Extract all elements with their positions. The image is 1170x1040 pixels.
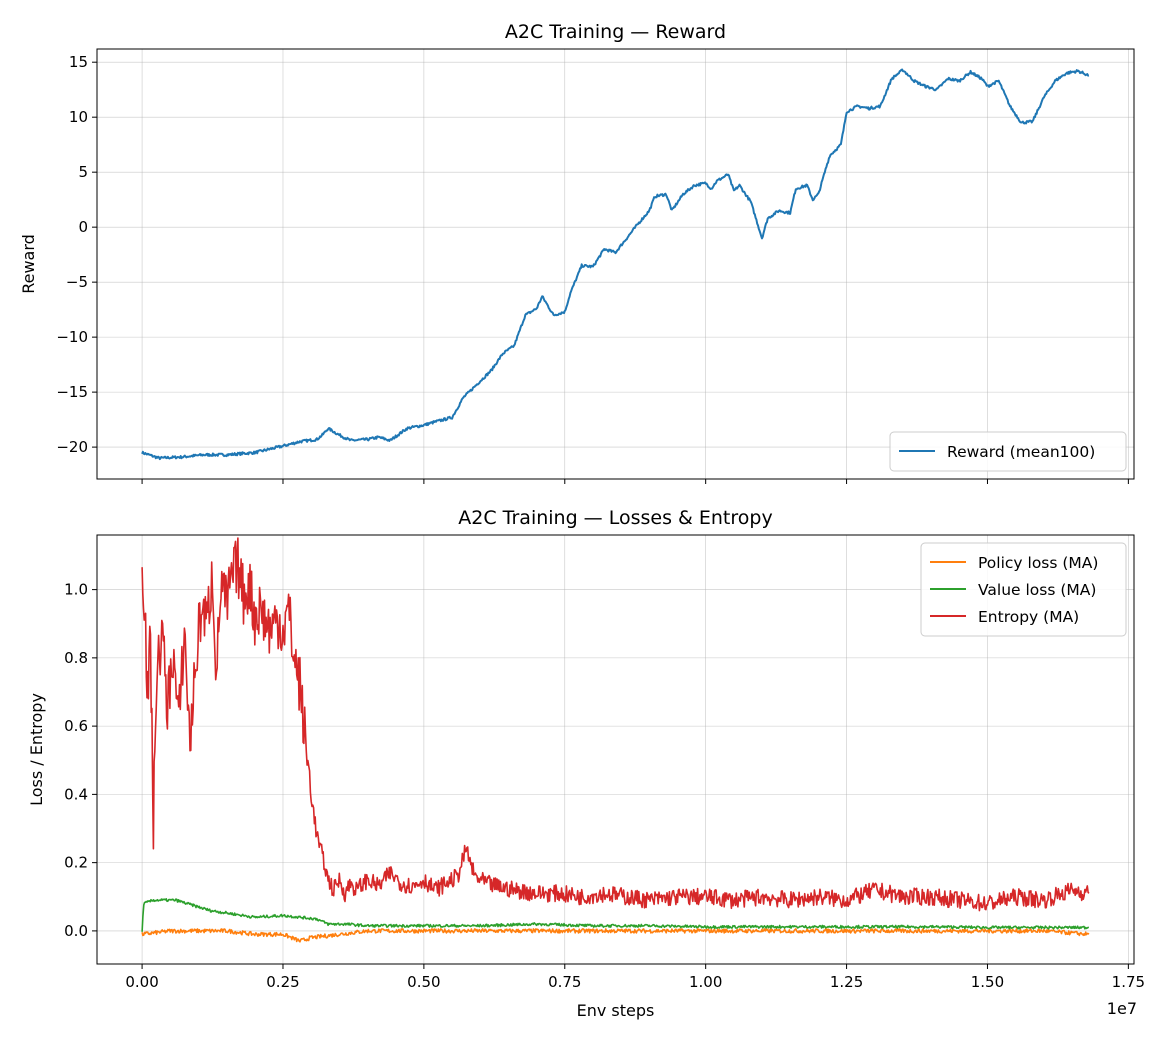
losses-chart-plot-area — [141, 537, 1090, 943]
y-tick-label: −5 — [66, 273, 88, 291]
y-tick-label: 0.8 — [64, 649, 88, 667]
x-tick-label: 1.50 — [971, 973, 1004, 991]
losses-chart-ticks: 0.00 0.25 0.50 0.75 1.00 1.25 1.50 1.75 0.0 0.2 0.… — [64, 581, 1145, 991]
reward-chart-title: A2C Training — Reward — [505, 21, 726, 43]
y-tick-label: 0.6 — [64, 717, 88, 735]
x-tick-label: 0.00 — [125, 973, 158, 991]
y-tick-label: −20 — [56, 438, 88, 456]
losses-chart-title: A2C Training — Losses & Entropy — [458, 507, 772, 529]
x-tick-label: 0.25 — [266, 973, 299, 991]
reward-chart-frame — [96, 48, 1135, 480]
series-line-2 — [141, 537, 1090, 912]
x-axis-offset-label: 1e7 — [1107, 999, 1137, 1018]
losses-chart-y-axis-label: Loss / Entropy — [27, 693, 46, 806]
legend-label-1: Value loss (MA) — [978, 581, 1096, 599]
reward-chart-plot-area — [141, 68, 1090, 461]
legend-label-0: Reward (mean100) — [947, 443, 1095, 461]
legend-box — [920, 542, 1127, 637]
reward-chart-legend: Reward (mean100) — [889, 431, 1127, 472]
reward-chart-ticks: −20 −15 −10 −5 0 5 10 15 — [56, 53, 1129, 484]
y-tick-label: 10 — [69, 108, 88, 126]
losses-chart: 0.00 0.25 0.50 0.75 1.00 1.25 1.50 1.75 0.0 0.2 0.… — [27, 507, 1145, 1020]
x-tick-label: 0.75 — [548, 973, 581, 991]
x-tick-label: 1.25 — [830, 973, 863, 991]
x-tick-label: 1.75 — [1112, 973, 1145, 991]
y-tick-label: 0.2 — [64, 854, 88, 872]
y-tick-label: −15 — [56, 383, 88, 401]
legend-label-2: Entropy (MA) — [978, 608, 1079, 626]
y-tick-label: 0 — [78, 218, 88, 236]
legend-box — [889, 431, 1127, 472]
y-tick-label: 0.4 — [64, 785, 88, 803]
series-line-1 — [141, 897, 1089, 932]
y-tick-label: 5 — [78, 163, 88, 181]
series-line-0 — [141, 68, 1090, 461]
x-tick-label: 0.50 — [407, 973, 440, 991]
y-tick-label: 15 — [69, 53, 88, 71]
losses-chart-legend: Policy loss (MA) Value loss (MA) Entropy (… — [920, 542, 1127, 637]
losses-chart-frame — [96, 534, 1135, 965]
series-line-0 — [141, 928, 1090, 943]
x-tick-label: 1.00 — [689, 973, 722, 991]
losses-chart-x-axis-label: Env steps — [577, 1001, 655, 1020]
legend-label-0: Policy loss (MA) — [978, 554, 1098, 572]
y-tick-label: −10 — [56, 328, 88, 346]
y-tick-label: 0.0 — [64, 922, 88, 940]
reward-chart-grid — [97, 49, 1134, 479]
y-tick-label: 1.0 — [64, 581, 88, 599]
reward-chart-y-axis-label: Reward — [19, 234, 38, 294]
